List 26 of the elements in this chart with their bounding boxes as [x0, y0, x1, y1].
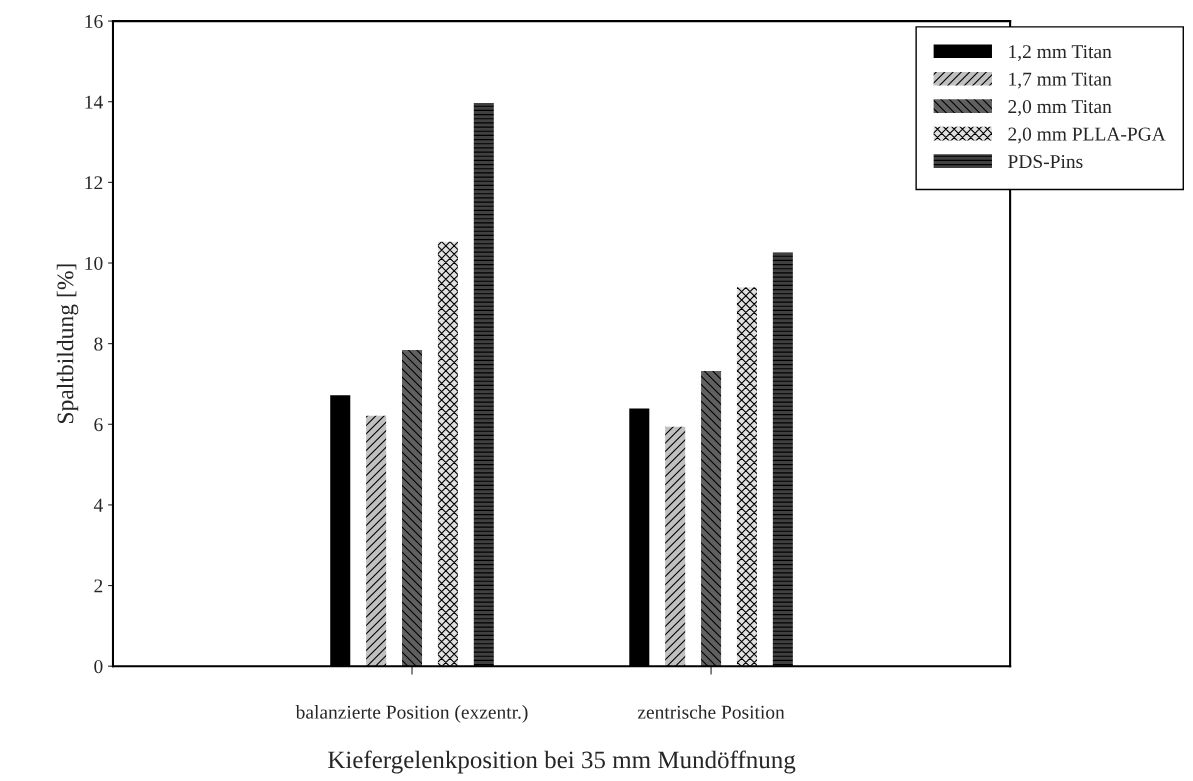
legend-label: 1,2 mm Titan: [1009, 45, 1112, 61]
bar: [736, 287, 757, 667]
y-tick-label: 0: [94, 660, 103, 674]
bar: [473, 102, 494, 667]
legend-label: PDS-Pins: [1008, 155, 1083, 169]
y-tick-label: 4: [93, 498, 103, 512]
x-tick-label: balanzierte Position (exzentr.): [295, 705, 528, 723]
y-tick-label: 2: [94, 579, 103, 593]
legend-label: 1,7 mm Titan: [1009, 72, 1112, 89]
y-axis-title: Spaltbildung [%]: [56, 264, 79, 424]
x-axis-title: Kiefergelenkposition bei 35 mm Mundöffnung: [328, 750, 796, 774]
y-tick-label: 8: [94, 337, 103, 351]
x-tick-label: zentrische Position: [637, 705, 785, 719]
legend-label: 2,0 mm PLLA-PGA: [1008, 127, 1166, 144]
bar: [772, 252, 793, 667]
legend-label: 2,0 mm Titan: [1008, 100, 1112, 116]
bar: [437, 241, 458, 667]
bar: [366, 415, 387, 667]
bar: [402, 350, 423, 667]
y-tick-label: 6: [94, 418, 103, 432]
bar: [665, 426, 686, 667]
y-tick-label: 10: [85, 256, 103, 270]
y-tick-label: 12: [85, 176, 103, 190]
y-tick-label: 16: [85, 14, 103, 29]
bar: [701, 371, 722, 667]
y-tick-label: 14: [85, 95, 103, 109]
